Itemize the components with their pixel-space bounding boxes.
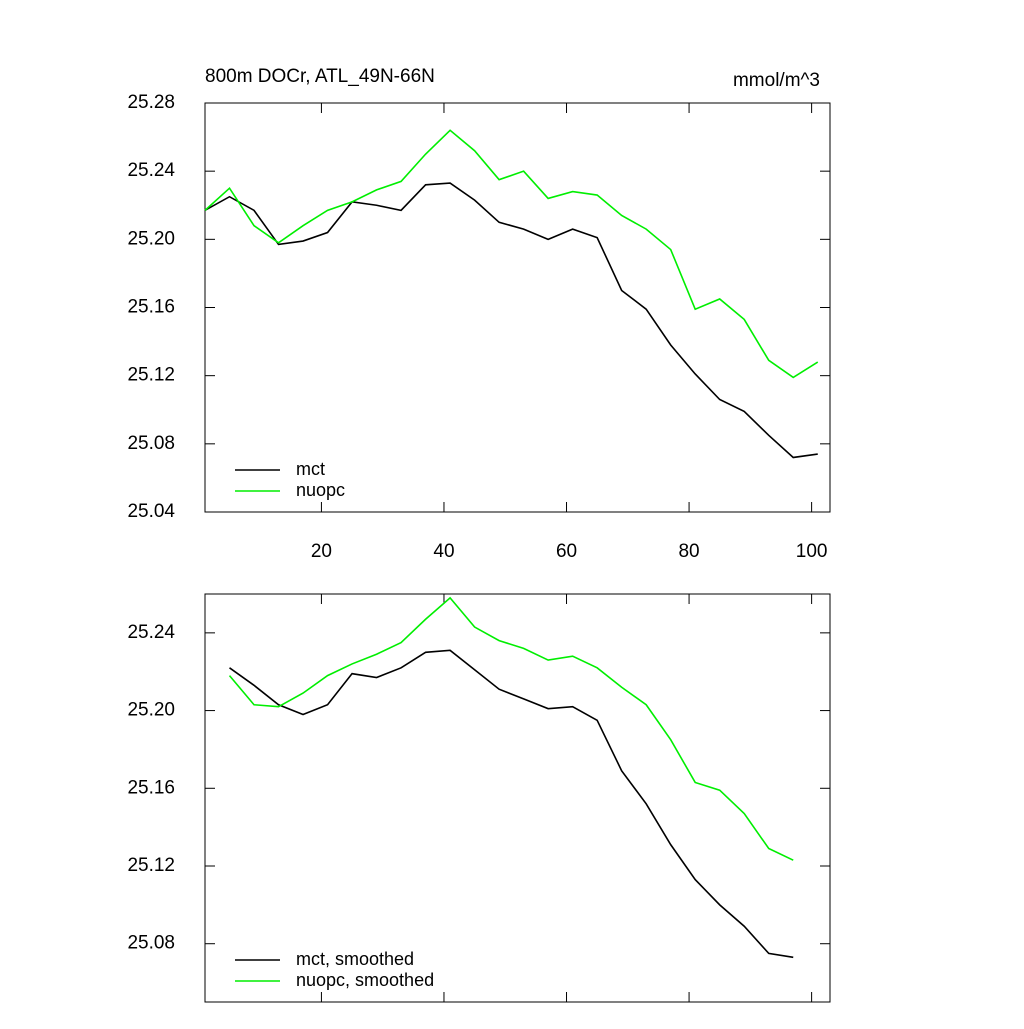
- data-line: [204, 129, 819, 379]
- y-tick-label: 25.24: [127, 622, 175, 643]
- y-tick-label: 25.08: [127, 933, 175, 954]
- units-label: mmol/m^3: [733, 70, 820, 91]
- legend-label: nuopc: [296, 480, 345, 500]
- y-tick-label: 25.16: [127, 297, 175, 318]
- legend-label: mct: [296, 459, 325, 479]
- x-tick-label: 40: [433, 541, 454, 562]
- plot-frame: [204, 102, 831, 513]
- legend-label: mct, smoothed: [296, 949, 414, 969]
- y-tick-label: 25.04: [127, 501, 175, 522]
- y-tick-label: 25.16: [127, 777, 175, 798]
- legend-label: nuopc, smoothed: [296, 970, 434, 990]
- y-tick-label: 25.20: [127, 700, 175, 721]
- data-line: [228, 596, 794, 861]
- y-tick-label: 25.12: [127, 365, 175, 386]
- data-line: [204, 182, 818, 459]
- x-tick-label: 100: [796, 541, 828, 562]
- x-tick-label: 80: [678, 541, 699, 562]
- plot-frame: [204, 593, 831, 1003]
- x-tick-label: 20: [311, 541, 332, 562]
- y-tick-label: 25.12: [127, 855, 175, 876]
- data-line: [229, 649, 794, 959]
- y-tick-label: 25.08: [127, 433, 175, 454]
- y-tick-label: 25.28: [127, 92, 175, 113]
- y-tick-label: 25.20: [127, 228, 175, 249]
- x-tick-label: 60: [556, 541, 577, 562]
- chart-title: 800m DOCr, ATL_49N-66N: [205, 66, 435, 87]
- y-tick-label: 25.24: [127, 160, 175, 181]
